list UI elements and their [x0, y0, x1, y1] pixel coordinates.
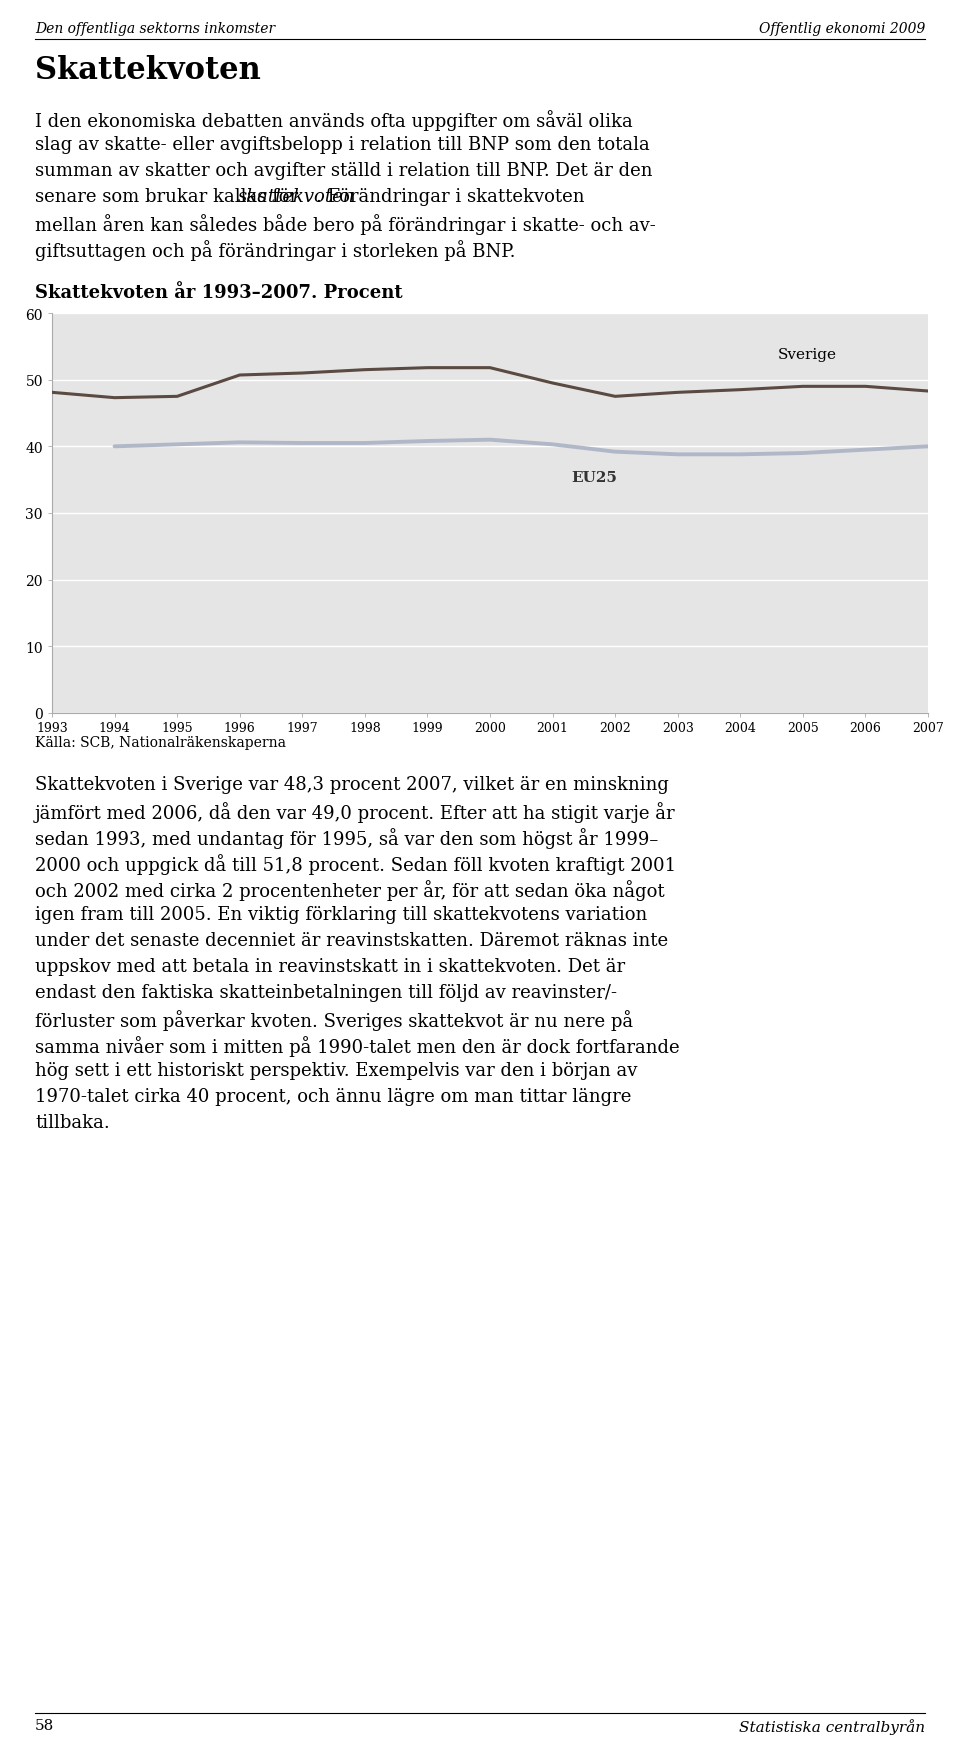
Text: Skattekvoten år 1993–2007. Procent: Skattekvoten år 1993–2007. Procent [35, 284, 402, 302]
Text: giftsuttagen och på förändringar i storleken på BNP.: giftsuttagen och på förändringar i storl… [35, 240, 516, 261]
Text: Sverige: Sverige [778, 347, 837, 362]
Text: senare som brukar kallas för: senare som brukar kallas för [35, 188, 304, 205]
Text: mellan åren kan således både bero på förändringar i skatte- och av-: mellan åren kan således både bero på för… [35, 214, 656, 235]
Text: summan av skatter och avgifter ställd i relation till BNP. Det är den: summan av skatter och avgifter ställd i … [35, 161, 653, 181]
Text: 2000 och uppgick då till 51,8 procent. Sedan föll kvoten kraftigt 2001: 2000 och uppgick då till 51,8 procent. S… [35, 853, 676, 874]
Text: under det senaste decenniet är reavinstskatten. Däremot räknas inte: under det senaste decenniet är reavinsts… [35, 932, 668, 949]
Text: EU25: EU25 [571, 470, 617, 484]
Text: 58: 58 [35, 1718, 55, 1732]
Text: Källa: SCB, Nationalräkenskaperna: Källa: SCB, Nationalräkenskaperna [35, 735, 286, 749]
Text: sedan 1993, med undantag för 1995, så var den som högst år 1999–: sedan 1993, med undantag för 1995, så va… [35, 828, 659, 848]
Text: uppskov med att betala in reavinstskatt in i skattekvoten. Det är: uppskov med att betala in reavinstskatt … [35, 958, 625, 976]
Text: förluster som påverkar kvoten. Sveriges skattekvot är nu nere på: förluster som påverkar kvoten. Sveriges … [35, 1009, 634, 1030]
Text: slag av skatte- eller avgiftsbelopp i relation till BNP som den totala: slag av skatte- eller avgiftsbelopp i re… [35, 135, 650, 154]
Text: och 2002 med cirka 2 procentenheter per år, för att sedan öka något: och 2002 med cirka 2 procentenheter per … [35, 879, 664, 900]
Text: . Förändringar i skattekvoten: . Förändringar i skattekvoten [316, 188, 585, 205]
Text: samma nivåer som i mitten på 1990-talet men den är dock fortfarande: samma nivåer som i mitten på 1990-talet … [35, 1035, 680, 1057]
Text: Offentlig ekonomi 2009: Offentlig ekonomi 2009 [758, 23, 925, 37]
Text: I den ekonomiska debatten används ofta uppgifter om såväl olika: I den ekonomiska debatten används ofta u… [35, 111, 633, 132]
Text: Skattekvoten i Sverige var 48,3 procent 2007, vilket är en minskning: Skattekvoten i Sverige var 48,3 procent … [35, 776, 669, 793]
Text: tillbaka.: tillbaka. [35, 1113, 109, 1132]
Text: Statistiska centralbyrån: Statistiska centralbyrån [739, 1718, 925, 1734]
Text: skattekvoten: skattekvoten [238, 188, 355, 205]
Text: 1970-talet cirka 40 procent, och ännu lägre om man tittar längre: 1970-talet cirka 40 procent, och ännu lä… [35, 1088, 632, 1106]
Text: Den offentliga sektorns inkomster: Den offentliga sektorns inkomster [35, 23, 276, 37]
Text: endast den faktiska skatteinbetalningen till följd av reavinster/-: endast den faktiska skatteinbetalningen … [35, 983, 617, 1002]
Text: Skattekvoten: Skattekvoten [35, 54, 261, 86]
Text: igen fram till 2005. En viktig förklaring till skattekvotens variation: igen fram till 2005. En viktig förklarin… [35, 906, 647, 923]
Text: jämfört med 2006, då den var 49,0 procent. Efter att ha stigit varje år: jämfört med 2006, då den var 49,0 procen… [35, 802, 676, 823]
Text: hög sett i ett historiskt perspektiv. Exempelvis var den i början av: hög sett i ett historiskt perspektiv. Ex… [35, 1062, 637, 1079]
